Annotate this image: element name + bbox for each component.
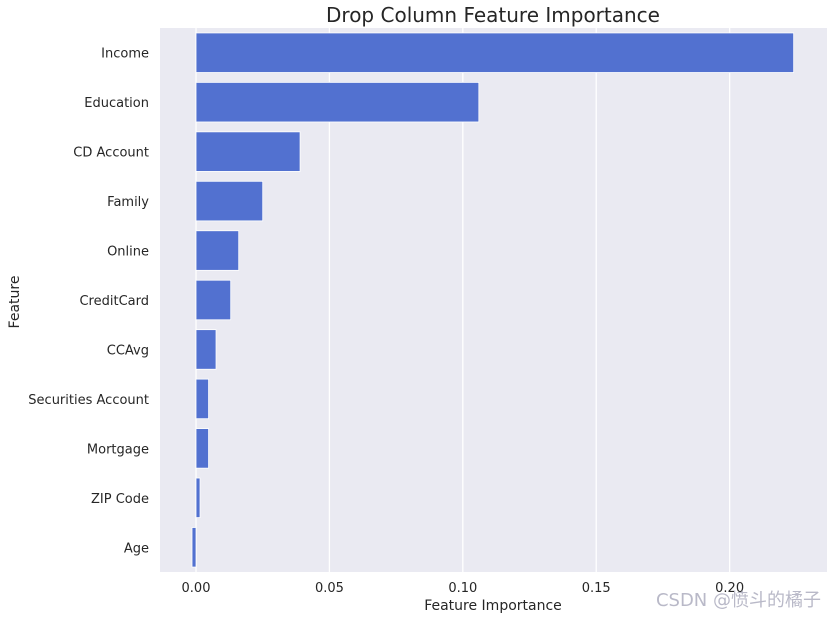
y-tick-label: Family bbox=[107, 195, 149, 210]
x-axis-label: Feature Importance bbox=[424, 598, 562, 614]
y-tick-label: CreditCard bbox=[79, 294, 149, 309]
watermark: CSDN @愤斗的橘子 bbox=[655, 590, 821, 611]
y-tick-label: CD Account bbox=[73, 146, 149, 161]
bars bbox=[191, 32, 795, 568]
x-tick-label: 0.20 bbox=[715, 581, 744, 596]
bar-age bbox=[191, 527, 197, 568]
x-tick-label: 0.00 bbox=[182, 581, 211, 596]
x-tick-labels: 0.00 0.05 0.10 0.15 0.20 bbox=[182, 581, 745, 596]
bar-online bbox=[195, 230, 240, 271]
x-tick-label: 0.15 bbox=[582, 581, 611, 596]
x-tick-label: 0.10 bbox=[448, 581, 477, 596]
y-tick-label: Mortgage bbox=[87, 442, 149, 457]
bar-securities-account bbox=[195, 378, 209, 420]
y-tick-label: Education bbox=[84, 96, 149, 111]
bar-income bbox=[195, 32, 795, 73]
y-tick-label: Securities Account bbox=[28, 393, 149, 408]
chart-title: Drop Column Feature Importance bbox=[326, 3, 660, 27]
y-tick-label: Age bbox=[124, 541, 149, 556]
bar-ccavg bbox=[195, 329, 217, 370]
bar-creditcard bbox=[195, 279, 232, 321]
x-tick-label: 0.05 bbox=[315, 581, 344, 596]
bar-zip-code bbox=[195, 477, 201, 519]
y-tick-label: Income bbox=[101, 47, 149, 62]
bar-mortgage bbox=[195, 428, 209, 469]
bar-cd-account bbox=[195, 131, 301, 172]
bar-education bbox=[195, 82, 480, 123]
bar-family bbox=[195, 180, 264, 222]
y-tick-label: Online bbox=[107, 245, 149, 260]
y-axis-label: Feature bbox=[7, 276, 23, 329]
y-tick-label: ZIP Code bbox=[91, 492, 149, 507]
y-tick-label: CCAvg bbox=[107, 343, 149, 358]
y-tick-labels: Income Education CD Account Family Online Cre… bbox=[28, 47, 149, 557]
